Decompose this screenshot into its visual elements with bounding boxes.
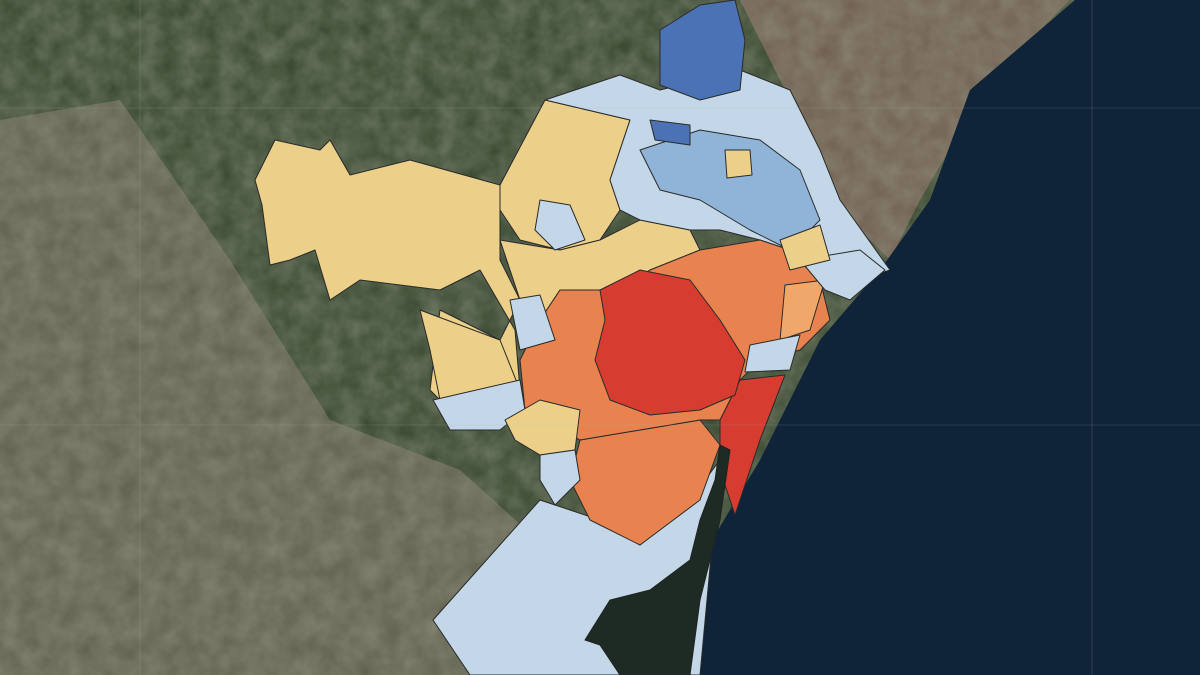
region-dark-blue-north[interactable] bbox=[659, 0, 746, 101]
region-light-blue-les-corts[interactable] bbox=[509, 294, 556, 351]
region-yellow-small[interactable] bbox=[724, 149, 753, 179]
region-light-blue-mid[interactable] bbox=[534, 199, 586, 251]
choropleth-layer bbox=[254, 0, 891, 675]
sea bbox=[680, 0, 1200, 675]
region-light-blue-sw[interactable] bbox=[539, 449, 581, 506]
region-eixample-core[interactable] bbox=[594, 269, 746, 416]
region-light-orange-east[interactable] bbox=[779, 279, 826, 341]
region-light-blue-east[interactable] bbox=[744, 334, 801, 373]
region-dark-blue-small[interactable] bbox=[649, 119, 691, 146]
port-area bbox=[584, 444, 731, 675]
region-yellow-east[interactable] bbox=[779, 224, 831, 271]
